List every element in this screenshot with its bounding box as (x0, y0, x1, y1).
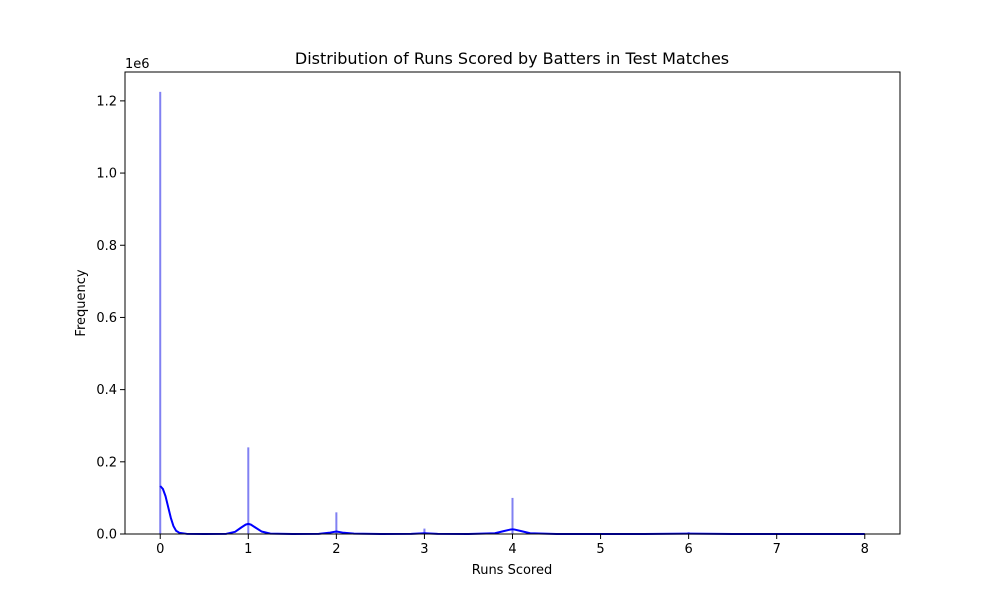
y-tick-label: 0.4 (96, 383, 117, 398)
chart-title: Distribution of Runs Scored by Batters i… (295, 49, 729, 68)
y-scale-label: 1e6 (125, 57, 150, 72)
histogram-bar-3 (423, 528, 426, 534)
x-tick-label: 8 (861, 542, 869, 557)
histogram-bar-2 (335, 512, 338, 534)
x-tick-label: 3 (420, 542, 428, 557)
x-tick-label: 2 (332, 542, 340, 557)
y-axis: 0.0 0.2 0.4 0.6 0.8 1.0 1.2 (96, 94, 125, 543)
y-tick-label: 0.6 (96, 311, 117, 326)
x-tick-label: 4 (508, 542, 516, 557)
plot-area (159, 91, 865, 535)
y-axis-title: Frequency (74, 269, 89, 336)
histogram-bar-1 (247, 447, 250, 534)
histogram-bar-4 (511, 497, 514, 534)
y-tick-label: 0.2 (96, 455, 117, 470)
y-tick-label: 1.2 (96, 94, 117, 109)
y-tick-label: 0.0 (96, 528, 117, 543)
histogram-bar-0 (159, 91, 162, 534)
x-tick-label: 1 (244, 542, 252, 557)
x-tick-label: 0 (156, 542, 164, 557)
y-tick-label: 0.8 (96, 239, 117, 254)
plot-frame (124, 71, 901, 535)
x-axis: 0 1 2 3 4 5 6 7 8 (156, 534, 869, 557)
y-tick-label: 1.0 (96, 167, 117, 182)
x-tick-label: 7 (773, 542, 781, 557)
x-tick-label: 6 (684, 542, 692, 557)
x-axis-title: Runs Scored (472, 563, 553, 578)
x-tick-label: 5 (596, 542, 604, 557)
